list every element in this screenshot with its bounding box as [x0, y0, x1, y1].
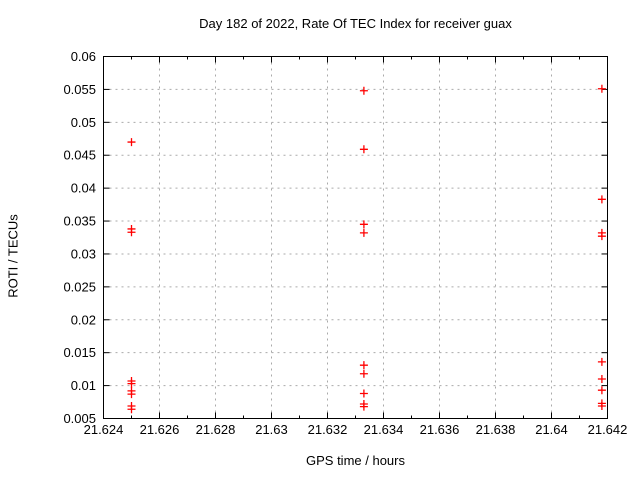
y-tick-label: 0.04 [71, 181, 96, 196]
data-point-marker [127, 228, 136, 237]
data-point-marker [359, 86, 368, 95]
data-point-marker [597, 195, 606, 204]
data-point-marker [127, 405, 136, 414]
y-tick-label: 0.02 [71, 312, 96, 327]
data-point-marker [597, 232, 606, 241]
data-point-marker [359, 361, 368, 370]
x-tick-label: 21.624 [84, 422, 124, 437]
data-point-marker [597, 357, 606, 366]
x-tick-label: 21.626 [140, 422, 180, 437]
y-tick-label: 0.055 [63, 82, 96, 97]
data-point-marker [127, 390, 136, 399]
data-point-marker [127, 379, 136, 388]
x-tick-label: 21.636 [420, 422, 460, 437]
x-tick-label: 21.634 [364, 422, 404, 437]
x-tick-label: 21.642 [588, 422, 628, 437]
data-point-marker [597, 401, 606, 410]
x-tick-label: 21.628 [196, 422, 236, 437]
data-point-marker [597, 84, 606, 93]
data-point-marker [359, 389, 368, 398]
y-tick-label: 0.045 [63, 148, 96, 163]
y-tick-label: 0.015 [63, 345, 96, 360]
data-point-marker [359, 228, 368, 237]
chart-title: Day 182 of 2022, Rate Of TEC Index for r… [199, 16, 512, 31]
data-point-marker [597, 386, 606, 395]
data-point-marker [359, 145, 368, 154]
y-tick-label: 0.03 [71, 246, 96, 261]
data-point-marker [359, 402, 368, 411]
data-point-marker [597, 375, 606, 384]
plot-border [103, 56, 608, 419]
x-axis-label: GPS time / hours [306, 453, 405, 468]
x-tick-label: 21.63 [255, 422, 288, 437]
y-tick-label: 0.005 [63, 411, 96, 426]
y-tick-label: 0.06 [71, 49, 96, 64]
data-point-marker [359, 220, 368, 229]
y-tick-label: 0.01 [71, 378, 96, 393]
y-tick-label: 0.025 [63, 279, 96, 294]
x-tick-label: 21.638 [476, 422, 516, 437]
y-tick-label: 0.035 [63, 214, 96, 229]
data-point-marker [127, 138, 136, 147]
y-tick-label: 0.05 [71, 115, 96, 130]
x-tick-label: 21.64 [535, 422, 568, 437]
data-point-marker [359, 369, 368, 378]
x-tick-label: 21.632 [308, 422, 348, 437]
